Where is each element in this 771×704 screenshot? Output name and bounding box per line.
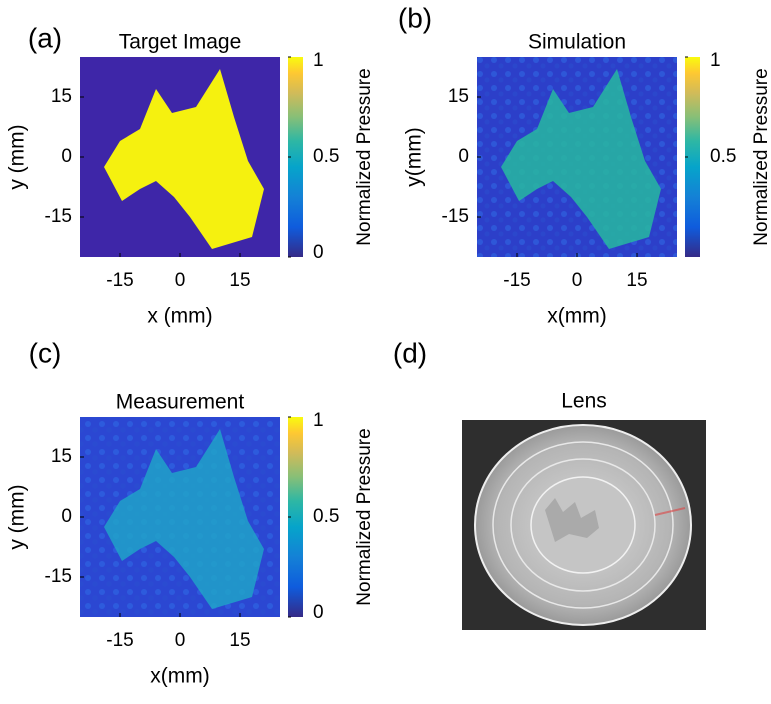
x-tick-label: 0 xyxy=(175,630,186,651)
y-axis-label: y (mm) xyxy=(6,124,29,189)
y-tick-label: -15 xyxy=(45,206,72,227)
colorbar-tick-label: 0.5 xyxy=(710,146,736,167)
colorbar-tick-label: 1 xyxy=(313,50,324,71)
colorbar-label: Normalized Pressure xyxy=(354,428,375,605)
x-tick-label: 0 xyxy=(175,270,186,291)
x-axis-label: x(mm) xyxy=(547,305,606,328)
plot-title: Target Image xyxy=(119,31,242,54)
plot-title: Simulation xyxy=(528,31,626,54)
heatmap-image xyxy=(104,69,264,249)
x-tick-label: -15 xyxy=(503,270,530,291)
colorbar-label: Normalized Pressure xyxy=(354,68,375,245)
panel-label: (b) xyxy=(398,2,432,33)
y-axis-label: y(mm) xyxy=(403,127,426,186)
colorbar-tick-label: 1 xyxy=(313,410,324,431)
y-tick-label: 15 xyxy=(51,86,72,107)
colorbar xyxy=(288,57,303,257)
y-tick-label: 15 xyxy=(448,86,469,107)
y-tick-label: -15 xyxy=(442,206,469,227)
lens-photo xyxy=(462,420,706,630)
plot-title: Measurement xyxy=(116,391,245,414)
colorbar-label: Normalized Pressure xyxy=(751,68,771,245)
x-axis-label: x (mm) xyxy=(147,305,212,328)
heatmap-image xyxy=(104,429,264,609)
x-tick-label: -15 xyxy=(106,630,133,651)
x-tick-label: 15 xyxy=(229,270,250,291)
y-tick-label: 0 xyxy=(458,146,469,167)
colorbar-tick-label: 0.5 xyxy=(313,146,339,167)
x-tick-label: -15 xyxy=(106,270,133,291)
colorbar-tick-label: 0 xyxy=(313,242,324,263)
colorbar-tick-label: 1 xyxy=(710,50,721,71)
x-axis-label: x(mm) xyxy=(150,665,209,688)
panel-label: (d) xyxy=(393,337,427,368)
panel-label: (a) xyxy=(28,22,62,53)
x-tick-label: 15 xyxy=(626,270,647,291)
y-axis-label: y (mm) xyxy=(6,484,29,549)
colorbar-tick-label: 0 xyxy=(313,602,324,623)
colorbar xyxy=(685,57,700,257)
y-tick-label: 0 xyxy=(61,146,72,167)
y-tick-label: 0 xyxy=(61,506,72,527)
colorbar-tick-label: 0.5 xyxy=(313,506,339,527)
y-tick-label: 15 xyxy=(51,446,72,467)
panel-label: (c) xyxy=(29,337,62,368)
x-tick-label: 0 xyxy=(572,270,583,291)
plot-title: Lens xyxy=(561,390,607,413)
y-tick-label: -15 xyxy=(45,566,72,587)
colorbar xyxy=(288,417,303,617)
x-tick-label: 15 xyxy=(229,630,250,651)
heatmap-image xyxy=(501,69,661,249)
